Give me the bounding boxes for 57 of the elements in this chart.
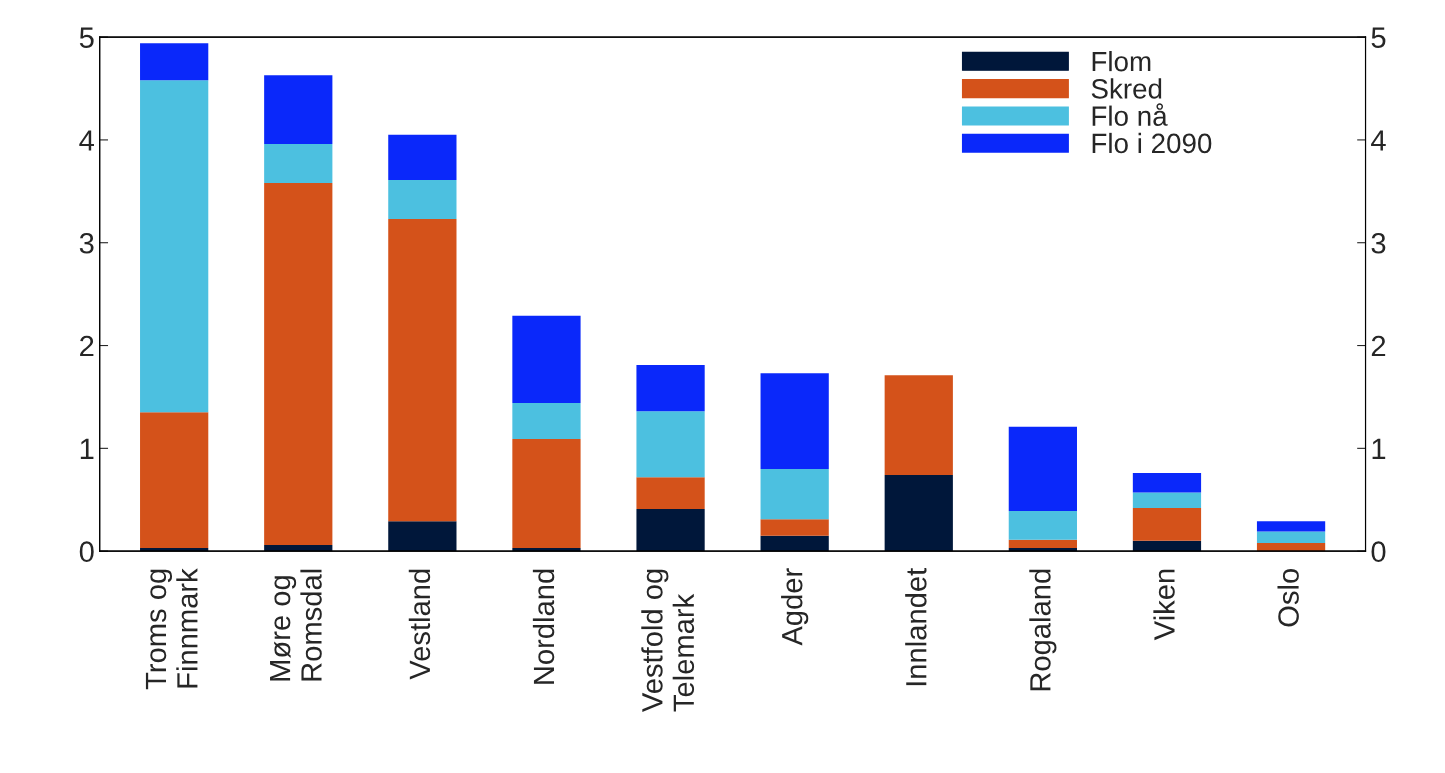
x-tick-label: Møre og Romsdal — [270, 569, 322, 681]
bar — [388, 219, 457, 522]
bar — [140, 412, 209, 549]
bar — [884, 375, 953, 476]
bar — [388, 180, 457, 220]
y-tick-label: 5 — [79, 27, 94, 48]
bar — [760, 468, 829, 520]
x-tick-label: Troms og Finnmark — [145, 568, 198, 690]
legend-label: Flo nå — [1092, 103, 1168, 126]
bar — [1256, 531, 1326, 543]
bar — [264, 183, 333, 545]
x-tick-label: Innlandet — [905, 568, 927, 686]
y-tick-label: 4 — [79, 130, 94, 151]
bar — [512, 315, 581, 404]
bar — [636, 365, 705, 412]
bar — [388, 521, 457, 552]
bar — [1256, 521, 1326, 532]
bar — [388, 134, 457, 181]
bar — [1132, 507, 1202, 541]
x-tick-label: Viken — [1153, 569, 1175, 641]
bar — [140, 43, 209, 81]
bar — [760, 535, 829, 552]
y2-tick-label: 1 — [1372, 438, 1386, 459]
y2-tick-label: 0 — [1371, 541, 1386, 562]
bar — [636, 411, 705, 478]
legend-label: Flom — [1092, 50, 1151, 72]
x-tick-label: Oslo — [1277, 569, 1299, 627]
y2-tick-label: 2 — [1371, 335, 1386, 357]
x-tick-label: Nordland — [532, 569, 555, 684]
y-tick-label: 0 — [79, 541, 94, 562]
x-tick-label: Agder — [781, 568, 809, 646]
legend-label: Skred — [1091, 78, 1162, 99]
y-tick-label: 3 — [79, 232, 94, 254]
bar — [1008, 511, 1077, 540]
bar — [1132, 492, 1202, 508]
bar — [636, 509, 705, 552]
bar — [512, 403, 581, 440]
bar — [1008, 426, 1077, 512]
bar — [140, 80, 209, 413]
bar — [884, 475, 953, 552]
bar — [636, 477, 705, 509]
y2-tick-label: 3 — [1371, 232, 1386, 254]
bar — [1132, 473, 1202, 493]
y-tick-label: 2 — [80, 335, 94, 357]
bar — [512, 439, 581, 549]
bar — [760, 373, 829, 469]
x-tick-label: Vestfold og Telemark — [641, 569, 695, 713]
y-tick-label: 1 — [80, 438, 94, 459]
x-tick-label: Vestland — [408, 569, 431, 680]
bar — [1008, 539, 1077, 549]
bar — [760, 519, 829, 536]
bar — [264, 75, 333, 145]
bar — [264, 144, 333, 184]
x-tick-label: Rogaland — [1029, 569, 1057, 691]
y2-tick-label: 4 — [1371, 130, 1386, 151]
y2-tick-label: 5 — [1371, 27, 1386, 48]
legend-label: Flo i 2090 — [1092, 132, 1212, 154]
